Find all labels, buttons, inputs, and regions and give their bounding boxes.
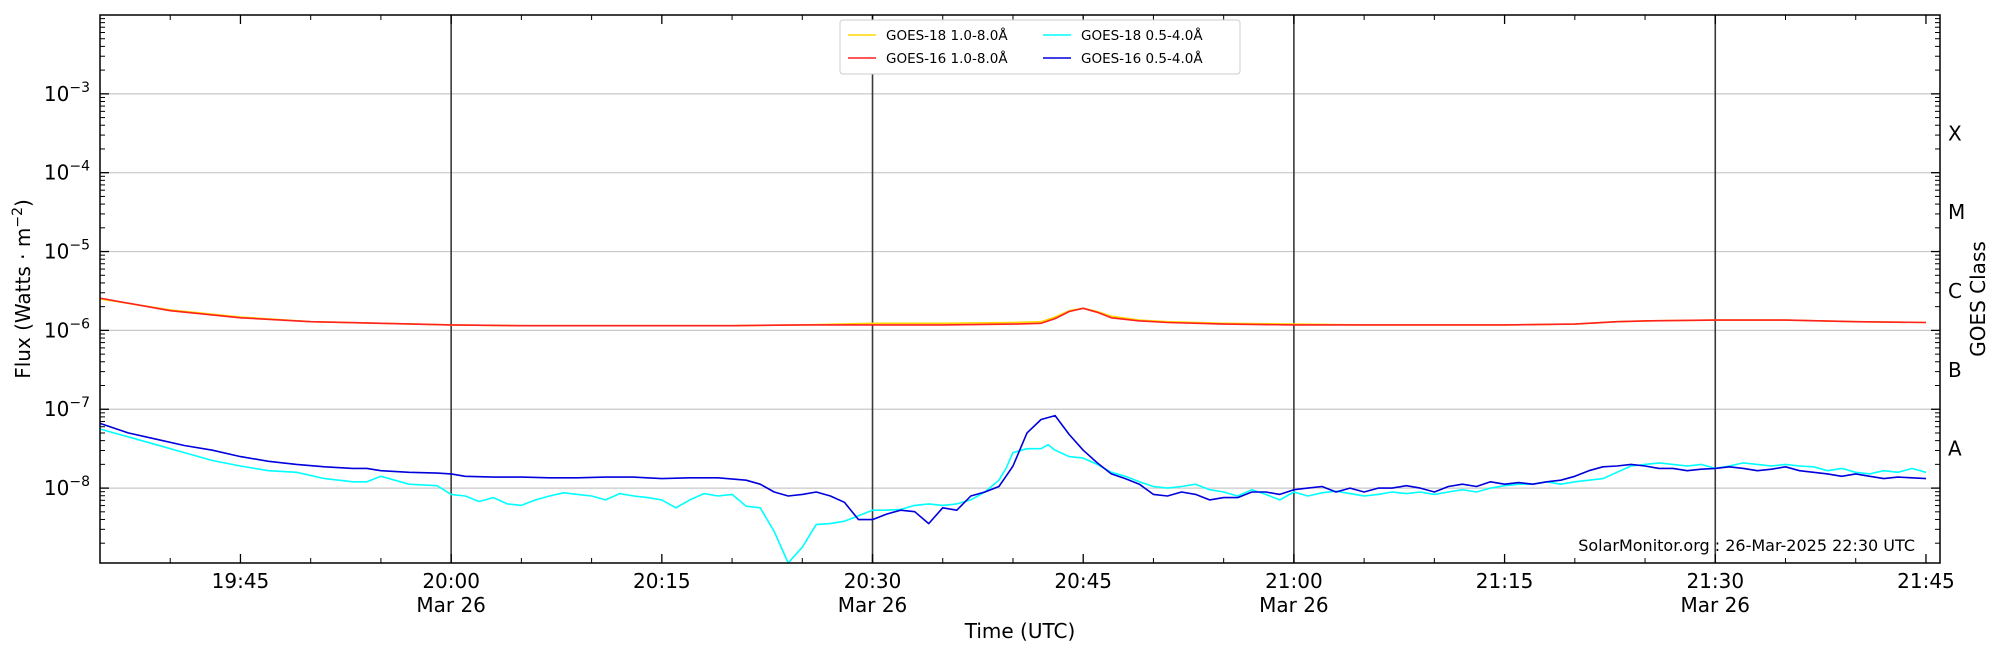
x-axis-label: Time (UTC) bbox=[964, 619, 1076, 643]
credit-text: SolarMonitor.org : 26-Mar-2025 22:30 UTC bbox=[1578, 536, 1915, 555]
series-line-3 bbox=[99, 428, 1927, 564]
y-tick-label: 10−8 bbox=[44, 474, 90, 500]
y-tick-label: 10−6 bbox=[44, 316, 90, 342]
x-tick-time-label: 20:45 bbox=[1054, 569, 1112, 593]
legend: GOES-18 1.0-8.0Å GOES-16 1.0-8.0Å GOES-18 … bbox=[839, 19, 1241, 75]
goes-class-axis-label: GOES Class bbox=[1966, 241, 1990, 357]
y-axis-label: Flux (Watts · m−2) bbox=[10, 199, 35, 379]
x-tick-time-label: 20:30 bbox=[844, 569, 902, 593]
goes-class-label: M bbox=[1948, 200, 1965, 224]
y-tick-label: 10−4 bbox=[44, 159, 90, 185]
x-tick-time-label: 19:45 bbox=[212, 569, 270, 593]
day-boundary-lines bbox=[450, 15, 1717, 563]
goes-class-label: X bbox=[1948, 121, 1962, 145]
legend-box bbox=[839, 19, 1241, 75]
plot-frame bbox=[99, 14, 1941, 564]
goes-class-label: C bbox=[1948, 279, 1962, 303]
legend-label: GOES-16 1.0-8.0Å bbox=[886, 50, 1008, 67]
axis-ticks bbox=[99, 15, 1940, 563]
y-tick-label: 10−5 bbox=[44, 238, 90, 264]
x-tick-time-label: 21:30 bbox=[1686, 569, 1744, 593]
x-tick-date-label: Mar 26 bbox=[838, 593, 908, 617]
x-tick-time-label: 20:15 bbox=[633, 569, 691, 593]
x-tick-time-label: 20:00 bbox=[422, 569, 480, 593]
x-tick-time-label: 21:15 bbox=[1476, 569, 1534, 593]
y-tick-label: 10−7 bbox=[44, 395, 90, 421]
goes-class-label: A bbox=[1948, 437, 1962, 461]
x-tick-date-label: Mar 26 bbox=[1259, 593, 1329, 617]
horizontal-grid bbox=[100, 93, 1940, 489]
legend-label: GOES-16 0.5-4.0Å bbox=[1081, 50, 1203, 67]
legend-label: GOES-18 0.5-4.0Å bbox=[1081, 27, 1203, 44]
y-tick-label: 10−3 bbox=[44, 80, 90, 106]
series-line-2 bbox=[99, 297, 1927, 327]
series-lines bbox=[99, 297, 1927, 564]
legend-label: GOES-18 1.0-8.0Å bbox=[886, 27, 1008, 44]
x-tick-date-label: Mar 26 bbox=[416, 593, 486, 617]
goes-class-label: B bbox=[1948, 358, 1962, 382]
x-tick-time-label: 21:00 bbox=[1265, 569, 1323, 593]
series-line-4 bbox=[99, 414, 1927, 525]
x-tick-time-label: 21:45 bbox=[1897, 569, 1955, 593]
x-tick-date-label: Mar 26 bbox=[1680, 593, 1750, 617]
